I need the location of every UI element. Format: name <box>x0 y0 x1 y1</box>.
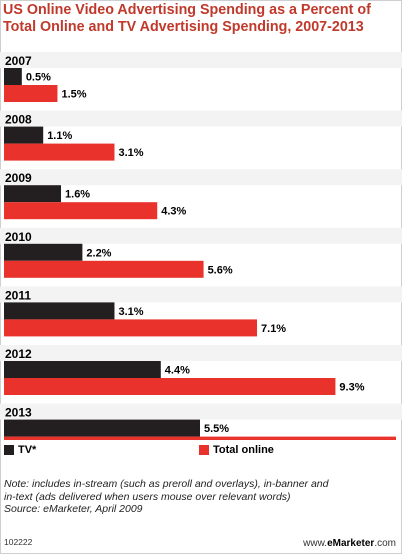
category-band <box>0 345 402 361</box>
brand-link[interactable]: www.eMarketer.com <box>303 538 396 549</box>
data-label-tv-2011: 3.1% <box>118 306 143 318</box>
bar-online-2013 <box>4 436 396 440</box>
data-label-online-2011: 7.1% <box>261 323 286 335</box>
legend-label-tv: TV* <box>18 444 37 456</box>
bar-online-2012 <box>4 378 336 395</box>
data-label-online-2010: 5.6% <box>208 264 233 276</box>
chart-title: US Online Video Advertising Spending as … <box>3 2 399 35</box>
category-label-2011: 2011 <box>5 288 31 302</box>
bar-tv-2010 <box>4 243 83 261</box>
bar-tv-2008 <box>4 126 44 144</box>
category-band <box>0 403 402 420</box>
note-line-2: in-text (ads delivered when users mouse … <box>4 490 291 503</box>
legend-label-online: Total online <box>213 444 274 456</box>
category-label-2009: 2009 <box>5 171 32 185</box>
bar-tv-2009 <box>4 185 62 203</box>
data-label-online-2007: 1.5% <box>61 89 86 101</box>
chart-id: 102222 <box>4 537 33 547</box>
chart-title-line-2: Total Online and TV Advertising Spending… <box>3 18 364 35</box>
category-label-2010: 2010 <box>5 230 32 244</box>
note-line-1: Note: includes in-stream (such as prerol… <box>4 478 329 490</box>
bar-chart: 2007 0.5% 1.5% 2008 1.1% 3.1% 2009 1.6% 4.3% 2010… <box>0 52 402 440</box>
chart-title-line-1: US Online Video Advertising Spending as … <box>3 2 371 18</box>
bar-online-2009 <box>4 202 158 220</box>
data-label-online-2008: 3.1% <box>118 147 143 159</box>
bar-tv-2012 <box>4 361 161 378</box>
legend-item-online: Total online <box>199 444 274 456</box>
category-label-2007: 2007 <box>5 54 32 68</box>
data-label-tv-2008: 1.1% <box>47 130 72 142</box>
category-band <box>0 169 402 186</box>
bar-online-2011 <box>4 319 258 337</box>
data-label-tv-2010: 2.2% <box>86 247 111 259</box>
category-band <box>0 227 402 244</box>
bar-online-2008 <box>4 143 115 161</box>
category-label-2012: 2012 <box>5 347 32 361</box>
bar-tv-2013 <box>4 419 200 437</box>
category-label-2008: 2008 <box>5 113 32 127</box>
bar-tv-2007 <box>4 68 22 85</box>
legend-swatch-online <box>199 445 209 455</box>
category-label-2013: 2013 <box>5 406 32 420</box>
data-label-online-2009: 4.3% <box>161 206 186 218</box>
data-label-tv-2007: 0.5% <box>26 72 51 84</box>
bar-online-2007 <box>4 85 58 102</box>
data-label-tv-2012: 4.4% <box>165 365 190 377</box>
brand-suffix: .com <box>374 538 396 549</box>
source-line: Source: eMarketer, April 2009 <box>4 503 143 516</box>
bar-online-2010 <box>4 260 204 278</box>
legend-swatch-tv <box>4 445 14 455</box>
brand-name: eMarketer <box>327 538 375 549</box>
data-label-tv-2013: 5.5% <box>204 423 229 435</box>
category-band <box>0 110 402 127</box>
legend-item-tv: TV* <box>4 444 36 456</box>
brand-prefix: www. <box>303 538 328 549</box>
data-label-tv-2009: 1.6% <box>65 189 90 201</box>
data-label-online-2012: 9.3% <box>339 382 364 394</box>
category-band <box>0 286 402 303</box>
chart-note: Note: includes in-stream (such as prerol… <box>4 478 396 516</box>
category-band <box>0 52 402 68</box>
bar-tv-2011 <box>4 302 115 320</box>
